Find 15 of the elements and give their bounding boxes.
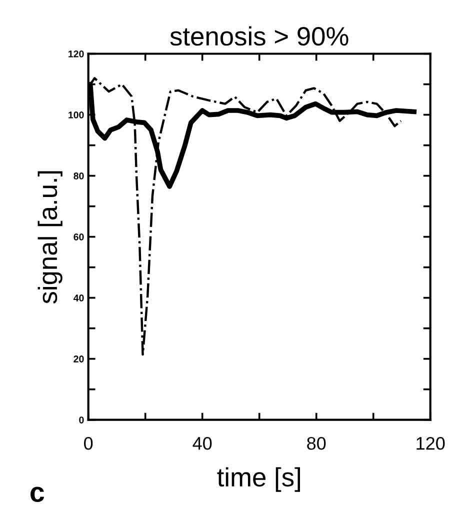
y-axis-title: signal [a.u.]: [38, 171, 62, 304]
y-tick-label: 120: [68, 50, 84, 58]
chart-title: stenosis > 90%: [170, 26, 348, 46]
x-tick-label: 0: [84, 436, 93, 450]
y-tick-label: 60: [74, 234, 84, 240]
y-tick-label: 80: [74, 172, 84, 180]
y-tick-label: 20: [74, 356, 84, 362]
x-tick-label: 80: [307, 436, 326, 450]
text: c: [30, 486, 44, 502]
y-tick-label: 0: [79, 416, 84, 424]
x-axis-title: time [s]: [217, 467, 300, 492]
y-tick-label: 100: [68, 112, 84, 118]
x-tick-label: 40: [192, 436, 212, 450]
y-tick-label: 40: [74, 294, 84, 302]
x-tick-label: 120: [416, 436, 445, 450]
